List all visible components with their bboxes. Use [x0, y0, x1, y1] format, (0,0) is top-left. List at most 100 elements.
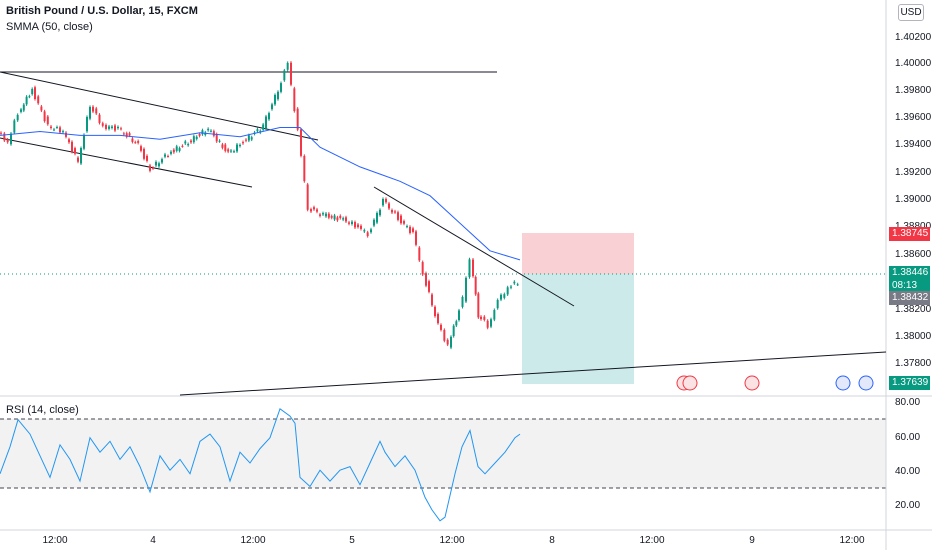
- symbol-legend[interactable]: British Pound / U.S. Dollar, 15, FXCM: [6, 5, 198, 17]
- candle-body: [490, 319, 492, 327]
- trendline-channel-lower[interactable]: [0, 137, 253, 188]
- candle-body: [493, 310, 496, 320]
- candle-body: [300, 129, 302, 156]
- candle-body: [210, 130, 212, 132]
- rsi-tick: 60.00: [895, 432, 920, 443]
- candle-body: [388, 203, 390, 209]
- rsi-series-group: [0, 407, 521, 522]
- candle-body: [461, 296, 464, 307]
- take-profit-price-tag[interactable]: 1.38745: [889, 227, 930, 241]
- price-axis[interactable]: 1.40200 1.40000 1.39800 1.39600 1.39400 …: [895, 32, 932, 369]
- candle-body: [503, 294, 506, 298]
- candle-body: [271, 104, 273, 110]
- candle-body: [134, 142, 137, 144]
- smma-line: [0, 127, 521, 261]
- candle-body: [172, 149, 175, 153]
- candle-body: [391, 210, 393, 213]
- rsi-legend[interactable]: RSI (14, close): [6, 404, 79, 416]
- candle-body: [450, 336, 452, 348]
- candle-body: [342, 218, 345, 220]
- time-tick: 8: [549, 535, 555, 546]
- time-tick: 12:00: [639, 535, 664, 546]
- candle-body: [303, 155, 306, 182]
- candle-body: [428, 281, 430, 292]
- price-tick: 1.38600: [895, 249, 932, 260]
- candle-body: [111, 126, 113, 128]
- candle-body: [120, 128, 122, 130]
- candle-body: [59, 127, 61, 133]
- time-tick: 9: [749, 535, 755, 546]
- candle-body: [370, 229, 372, 233]
- candle-body: [233, 151, 235, 153]
- stop-price-tag[interactable]: 1.37639: [889, 376, 930, 390]
- candle-body: [207, 128, 210, 131]
- candle-body: [181, 145, 184, 147]
- candle-body: [83, 134, 85, 149]
- candle-body: [128, 133, 131, 136]
- candle-body: [198, 134, 201, 136]
- candle-body: [394, 211, 396, 213]
- smma-legend[interactable]: SMMA (50, close): [6, 21, 93, 33]
- candle-body: [117, 126, 119, 129]
- candle-body: [446, 339, 449, 345]
- candle-body: [218, 140, 221, 142]
- stop-loss-zone[interactable]: [522, 274, 634, 384]
- candle-body: [322, 213, 324, 215]
- candle-body: [6, 139, 9, 143]
- candle-body: [25, 96, 28, 105]
- price-tick: 1.40200: [895, 32, 932, 43]
- time-axis[interactable]: 12:00 4 12:00 5 12:00 8 12:00 9 12:00: [42, 535, 864, 546]
- rsi-tick: 20.00: [895, 500, 920, 511]
- candle-body: [152, 167, 154, 169]
- trendline-channel-upper[interactable]: [0, 71, 319, 141]
- candle-body: [385, 198, 387, 203]
- candle-body: [336, 217, 339, 221]
- candle-body: [187, 144, 190, 146]
- candle-body: [330, 216, 333, 218]
- candle-body: [167, 156, 169, 158]
- candle-body: [212, 131, 215, 136]
- event-flags[interactable]: [676, 375, 874, 391]
- candle-body: [351, 221, 353, 225]
- candle-body: [3, 133, 6, 141]
- candle-body: [62, 131, 64, 133]
- candle-body: [13, 120, 16, 133]
- rsi-line: [0, 407, 521, 522]
- candle-body: [458, 310, 460, 321]
- candle-body: [178, 148, 181, 151]
- candle-body: [510, 286, 512, 288]
- candle-body: [345, 217, 347, 222]
- trendline-rising-support[interactable]: [179, 351, 887, 396]
- candle-body: [155, 161, 157, 166]
- flag-icon[interactable]: [682, 375, 698, 391]
- candle-body: [472, 259, 474, 277]
- candle-body: [316, 209, 318, 212]
- candle-body: [0, 132, 2, 134]
- flag-icon[interactable]: [744, 375, 760, 391]
- entry-price-tag[interactable]: 1.38432: [889, 291, 930, 305]
- candle-body: [10, 133, 12, 145]
- flag-icon[interactable]: [858, 375, 874, 391]
- take-profit-zone[interactable]: [522, 233, 634, 274]
- candle-body: [333, 215, 336, 220]
- candle-body: [125, 133, 128, 137]
- price-series-group: [0, 61, 521, 350]
- trendline-descending[interactable]: [373, 186, 575, 307]
- candle-body: [434, 306, 436, 317]
- rsi-axis[interactable]: 80.00 60.00 40.00 20.00: [895, 397, 920, 511]
- candle-body: [22, 104, 25, 111]
- currency-button[interactable]: USD: [898, 4, 924, 21]
- candle-body: [406, 226, 408, 228]
- countdown-timer: 08:13: [892, 280, 918, 291]
- flag-icon[interactable]: [835, 375, 851, 391]
- candle-body: [114, 125, 116, 131]
- candle-body: [105, 124, 107, 129]
- candle-body: [443, 329, 446, 341]
- candle-body: [418, 247, 421, 261]
- candle-body: [319, 214, 321, 216]
- price-tick: 1.37800: [895, 358, 932, 369]
- candle-body: [455, 321, 458, 326]
- candle-body: [190, 140, 192, 143]
